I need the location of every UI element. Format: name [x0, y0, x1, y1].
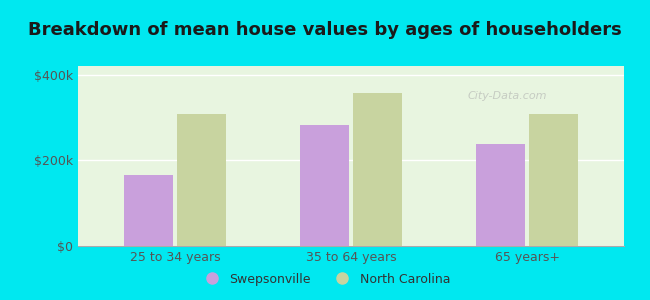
Bar — [353, 93, 402, 246]
Bar — [476, 144, 525, 246]
Bar — [529, 114, 578, 246]
Text: Breakdown of mean house values by ages of householders: Breakdown of mean house values by ages o… — [28, 21, 622, 39]
Legend: Swepsonville, North Carolina: Swepsonville, North Carolina — [194, 268, 456, 291]
Bar — [300, 125, 349, 246]
Bar — [177, 114, 226, 246]
Bar — [124, 175, 173, 246]
Text: City-Data.com: City-Data.com — [467, 91, 547, 101]
